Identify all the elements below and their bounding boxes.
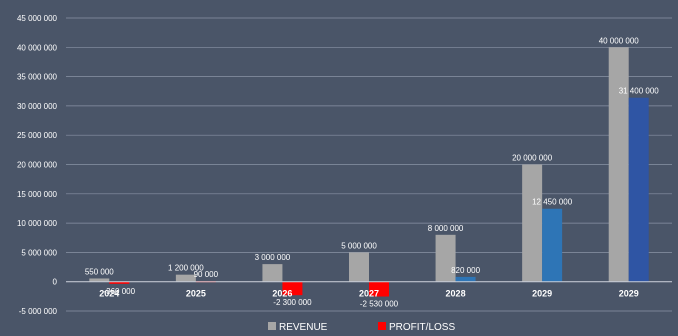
y-tick-label: 0: [53, 278, 58, 287]
revenue-bar: [522, 164, 543, 282]
y-axis-tick-labels: -5 000 000 0 5 000 000 10 000 000 15 000 000…: [17, 14, 58, 316]
revenue-data-label: 3 000 000: [255, 253, 291, 262]
y-tick-label: 40 000 000: [17, 43, 58, 52]
revenue-bar: [262, 264, 283, 282]
profit-loss-bar: [455, 276, 476, 282]
profit-loss-data-label: 90 000: [194, 270, 219, 279]
profit-loss-bar: [282, 281, 303, 296]
y-tick-label: 15 000 000: [17, 190, 58, 199]
y-tick-label: 5 000 000: [21, 248, 57, 257]
category-label: 2024: [99, 289, 119, 299]
revenue-data-label: 1 200 000: [168, 264, 204, 273]
category-label: 2027: [359, 289, 379, 299]
legend: REVENUE PROFIT/LOSS: [268, 322, 455, 333]
revenue-data-label: 40 000 000: [599, 36, 640, 45]
category-label: 2029: [532, 289, 552, 299]
revenue-bar: [435, 234, 456, 282]
category-label: 2028: [446, 289, 466, 299]
legend-label-revenue: REVENUE: [279, 322, 328, 333]
y-tick-label: 30 000 000: [17, 102, 58, 111]
profit-loss-data-label: 31 400 000: [619, 87, 660, 96]
profit-loss-data-label: 12 450 000: [532, 198, 573, 207]
revenue-data-label: 8 000 000: [428, 224, 464, 233]
y-tick-label: 10 000 000: [17, 219, 58, 228]
revenue-data-label: 550 000: [85, 267, 114, 276]
category-label: 2026: [272, 289, 292, 299]
legend-swatch-revenue: [268, 322, 276, 330]
profit-loss-data-label: 820 000: [451, 266, 480, 275]
category-label: 2029: [619, 289, 639, 299]
profit-loss-bar: [109, 281, 130, 284]
legend-label-profit-loss: PROFIT/LOSS: [389, 322, 455, 333]
y-tick-label: 20 000 000: [17, 161, 58, 170]
revenue-bar: [608, 47, 629, 282]
y-tick-label: 25 000 000: [17, 131, 58, 140]
profit-loss-data-label: -360 000: [103, 287, 135, 296]
legend-swatch-profit-loss: [378, 322, 386, 330]
x-axis-category-labels: 2024 2025 2026 2027 2028 2029 2029: [99, 289, 638, 299]
y-tick-label: 35 000 000: [17, 73, 58, 82]
profit-loss-data-label: -2 530 000: [360, 300, 399, 309]
revenue-data-label: 5 000 000: [341, 241, 377, 250]
profit-loss-bar: [369, 281, 389, 297]
profit-loss-bar: [628, 97, 649, 282]
bars: [89, 47, 649, 297]
profit-loss-bar: [542, 208, 563, 282]
revenue-bar: [175, 274, 196, 282]
y-tick-label: -5 000 000: [19, 307, 58, 316]
profit-loss-data-label: -2 300 000: [273, 298, 312, 307]
revenue-data-label: 20 000 000: [512, 154, 553, 163]
category-label: 2025: [186, 289, 206, 299]
revenue-bar: [89, 278, 110, 282]
revenue-bar: [349, 252, 369, 282]
y-tick-label: 45 000 000: [17, 14, 58, 23]
